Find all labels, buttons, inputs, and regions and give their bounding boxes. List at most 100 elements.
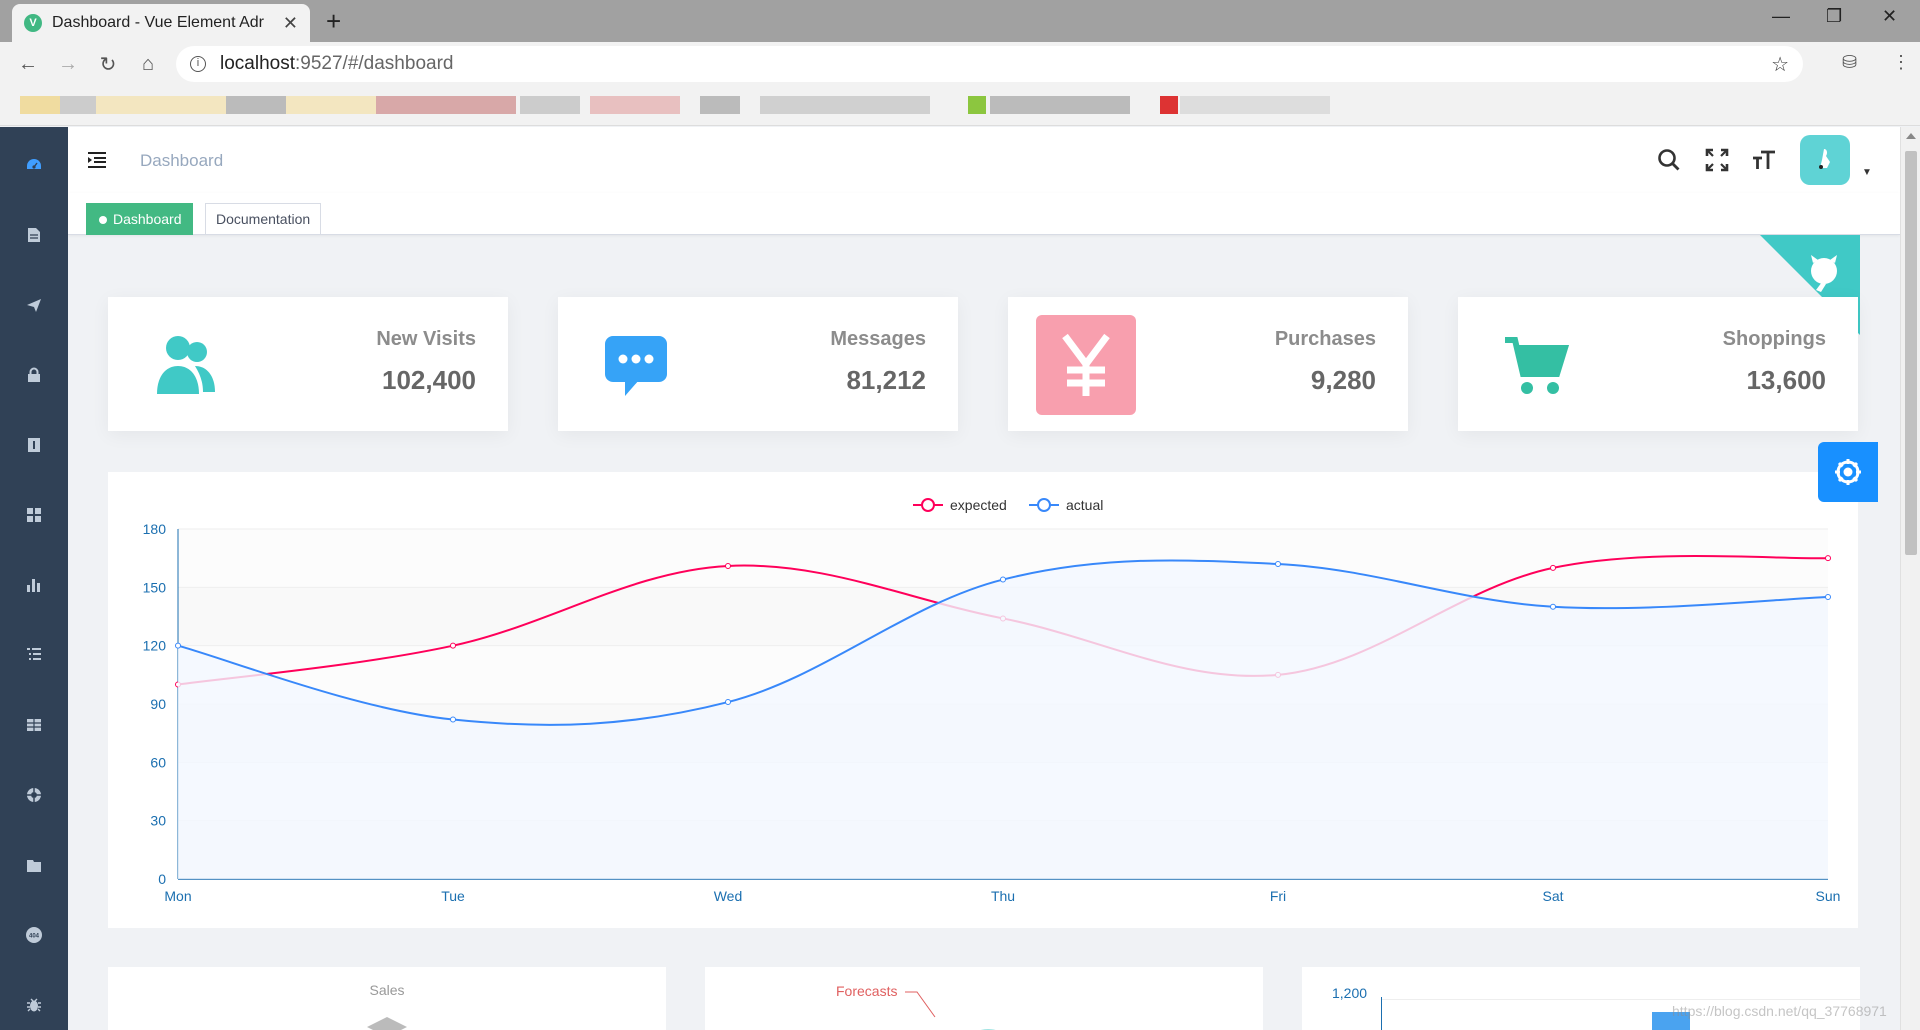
sidebar-item-nested[interactable]	[0, 635, 68, 675]
bookmark-item[interactable]	[700, 96, 740, 114]
bookmarks-bar	[0, 86, 1920, 126]
navbar: Dashboard ▼	[68, 127, 1900, 193]
data-point-actual	[175, 642, 181, 649]
table-icon	[27, 719, 41, 731]
settings-button[interactable]	[1818, 442, 1878, 502]
watermark: https://blog.csdn.net/qq_37768971	[1672, 1003, 1887, 1019]
panel-label: Purchases	[1274, 328, 1376, 350]
x-tick-label: Thu	[991, 888, 1015, 904]
permission-icon	[28, 367, 40, 382]
back-icon[interactable]: ←	[18, 52, 38, 75]
browser-tab[interactable]: V Dashboard - Vue Element Adr ✕	[12, 4, 310, 42]
charts-icon	[27, 579, 40, 592]
forward-icon[interactable]: →	[58, 52, 78, 75]
bookmark-star-icon[interactable]: ☆	[1771, 53, 1789, 76]
home-icon[interactable]: ⌂	[141, 52, 155, 75]
browser-tab-strip: V Dashboard - Vue Element Adr ✕ + — ❐ ✕	[0, 0, 1920, 42]
sidebar-item-example[interactable]	[0, 775, 68, 815]
panel-new-visits[interactable]: New Visits 102,400	[108, 297, 508, 431]
message-icon	[605, 336, 667, 396]
scroll-up-icon[interactable]	[1906, 133, 1916, 139]
svg-text:404: 404	[29, 934, 40, 940]
close-window-icon[interactable]: ✕	[1882, 6, 1898, 26]
sidebar-item-permission[interactable]	[0, 355, 68, 395]
sidebar-item-guide[interactable]	[0, 285, 68, 325]
breadcrumb[interactable]: Dashboard	[140, 151, 224, 170]
bookmark-item[interactable]	[1160, 96, 1178, 114]
chevron-down-icon[interactable]: ▼	[1862, 167, 1872, 178]
scroll-thumb[interactable]	[1905, 151, 1917, 555]
extension-icon[interactable]: ⛁	[1842, 52, 1858, 72]
nested-icon	[27, 648, 41, 660]
panel-icon-wrap	[136, 315, 236, 415]
address-bar[interactable]: i localhost:9527/#/dashboard ☆	[176, 46, 1803, 82]
fullscreen-icon[interactable]	[1704, 147, 1730, 173]
y-tick-label: 180	[143, 521, 167, 537]
hamburger-icon[interactable]	[86, 149, 108, 171]
sidebar-item-documentation[interactable]	[0, 215, 68, 255]
documentation-icon	[28, 228, 40, 242]
components-icon	[27, 508, 41, 522]
font-size-icon[interactable]	[1751, 147, 1777, 173]
y-tick-label: 30	[150, 813, 166, 829]
reload-icon[interactable]: ↻	[99, 53, 117, 76]
bug-icon	[27, 998, 41, 1012]
sidebar-item-dashboard[interactable]	[0, 145, 68, 185]
search-icon[interactable]	[1656, 147, 1682, 173]
tag-documentation[interactable]: Documentation	[205, 203, 322, 235]
guide-icon	[27, 299, 41, 312]
url-text[interactable]: localhost:9527/#/dashboard	[220, 53, 454, 74]
sidebar-item-icons[interactable]	[0, 425, 68, 465]
data-point-actual	[1275, 561, 1281, 567]
x-tick-label: Sun	[1816, 888, 1841, 904]
line-chart[interactable]: 0 30 60 90 120 150 180 Mon Tue Wed Thu Fri Sat Sun exp…	[108, 472, 1858, 928]
avatar[interactable]	[1800, 135, 1850, 185]
sidebar-item-components[interactable]	[0, 495, 68, 535]
sidebar-item-table[interactable]	[0, 705, 68, 745]
x-tick-label: Wed	[714, 888, 743, 904]
page-scrollbar[interactable]	[1900, 127, 1920, 1030]
legend-label-actual: actual	[1066, 497, 1103, 513]
site-info-icon[interactable]: i	[190, 56, 206, 72]
panel-shoppings[interactable]: Shoppings 13,600	[1458, 297, 1858, 431]
bar-chart-gridline	[1382, 999, 1860, 1000]
minimize-window-icon[interactable]: —	[1772, 6, 1790, 26]
new-tab-icon[interactable]: +	[326, 6, 342, 36]
legend-marker-expected	[921, 498, 935, 512]
tags-view: Dashboard Documentation	[68, 193, 1900, 235]
browser-toolbar: ← → ↻ ⌂ i localhost:9527/#/dashboard ☆	[0, 42, 1920, 86]
legend-label-expected: expected	[950, 497, 1007, 513]
bookmark-item[interactable]	[376, 96, 516, 114]
bookmark-item[interactable]	[226, 96, 286, 114]
tab-icon	[27, 860, 41, 872]
menu-icon[interactable]: ⋮	[1892, 52, 1910, 72]
panel-messages[interactable]: Messages 81,212	[558, 297, 958, 431]
app-main: Dashboard ▼ Dashboard Documentation	[68, 127, 1900, 1030]
bookmark-item[interactable]	[520, 96, 580, 114]
maximize-window-icon[interactable]: ❐	[1826, 6, 1843, 26]
sidebar-item-charts[interactable]	[0, 565, 68, 605]
close-tab-icon[interactable]: ✕	[282, 12, 298, 33]
y-tick-label: 150	[143, 579, 167, 595]
bookmark-item[interactable]	[990, 96, 1130, 114]
bookmark-item[interactable]	[20, 96, 60, 114]
bookmark-item[interactable]	[1180, 96, 1330, 114]
bookmark-item[interactable]	[96, 96, 226, 114]
panel-purchases[interactable]: Purchases 9,280	[1008, 297, 1408, 431]
bookmark-item[interactable]	[590, 96, 680, 114]
bookmark-item[interactable]	[968, 96, 986, 114]
x-tick-label: Mon	[164, 888, 191, 904]
dashboard-icon	[27, 159, 41, 169]
bookmark-item[interactable]	[286, 96, 376, 114]
sidebar-item-error-log[interactable]	[0, 985, 68, 1025]
panel-label: Shoppings	[1722, 328, 1826, 350]
sidebar: 404	[0, 127, 68, 1030]
sidebar-item-tab[interactable]	[0, 845, 68, 885]
panel-icon-wrap	[586, 315, 686, 415]
bookmark-item[interactable]	[760, 96, 930, 114]
money-icon	[1062, 333, 1110, 396]
sidebar-item-error-page[interactable]: 404	[0, 915, 68, 955]
bar-chart-axis	[1381, 997, 1382, 1030]
tag-dashboard[interactable]: Dashboard	[86, 203, 193, 235]
data-point-expected	[450, 642, 456, 649]
